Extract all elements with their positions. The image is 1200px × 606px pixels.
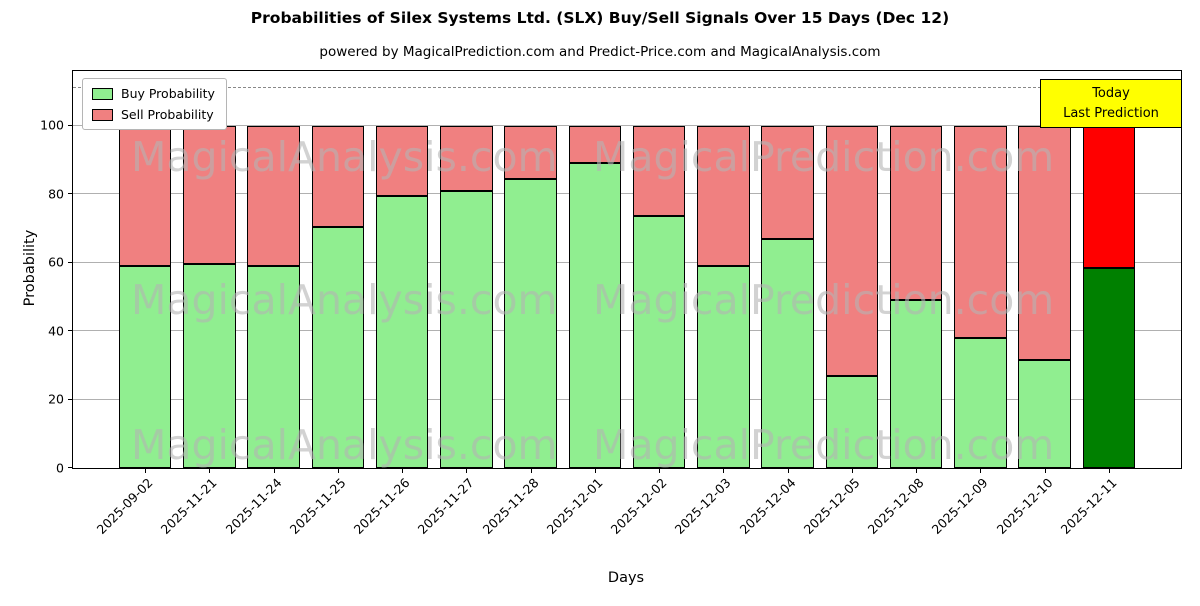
- y-tick-label: 0: [56, 459, 64, 475]
- y-tick-mark: [68, 398, 73, 400]
- buy-bar-segment: [311, 226, 365, 468]
- sell-bar-segment: [568, 125, 622, 164]
- y-tick-mark: [68, 193, 73, 195]
- y-tick-label: 60: [48, 254, 64, 270]
- x-tick-mark: [723, 468, 725, 473]
- x-tick-label: 2025-12-01: [543, 475, 606, 537]
- x-tick-label: 2025-09-02: [93, 475, 156, 537]
- x-tick-mark: [594, 468, 596, 473]
- gridline: [73, 398, 1181, 400]
- buy-bar-segment: [568, 163, 622, 468]
- x-tick-mark: [980, 468, 982, 473]
- y-tick-mark: [68, 467, 73, 468]
- gridline: [73, 261, 1181, 263]
- y-tick-mark: [68, 330, 73, 332]
- legend-buy-label: Buy Probability: [121, 86, 215, 101]
- buy-probability-swatch: [92, 87, 113, 100]
- gridline: [73, 124, 1181, 126]
- sell-bar-segment: [311, 125, 365, 227]
- x-tick-label: 2025-12-02: [607, 475, 670, 537]
- y-tick-label: 20: [48, 391, 64, 407]
- buy-bar-segment: [247, 266, 300, 468]
- today-box-line2: Last Prediction: [1063, 105, 1159, 121]
- x-tick-label: 2025-11-24: [222, 475, 285, 537]
- legend-item-buy: Buy Probability: [92, 86, 215, 101]
- legend: Buy Probability Sell Probability: [82, 78, 227, 130]
- chart-subtitle: powered by MagicalPrediction.com and Pre…: [319, 44, 881, 60]
- sell-bar-segment: [1018, 125, 1071, 361]
- x-tick-label: 2025-11-25: [286, 475, 349, 537]
- x-tick-label: 2025-11-28: [479, 475, 542, 537]
- sell-bar-segment: [375, 125, 429, 196]
- x-tick-mark: [916, 468, 918, 473]
- sell-bar-segment: [954, 125, 1007, 338]
- x-tick-mark: [209, 468, 211, 473]
- sell-bar-segment: [183, 125, 236, 265]
- y-tick-label: 40: [48, 322, 64, 338]
- x-tick-label: 2025-12-05: [800, 475, 863, 537]
- buy-bar-segment: [761, 238, 814, 468]
- x-tick-label: 2025-12-09: [928, 475, 991, 537]
- sell-bar-segment: [825, 125, 879, 376]
- sell-bar-segment: [1082, 125, 1136, 268]
- sell-bar-segment: [697, 125, 750, 267]
- sell-bar-segment: [632, 125, 686, 217]
- sell-bar-segment: [247, 125, 300, 267]
- x-tick-mark: [530, 468, 532, 473]
- y-tick-label: 100: [40, 117, 64, 133]
- sell-bar-segment: [440, 125, 493, 191]
- buy-bar-segment: [1082, 267, 1136, 468]
- x-tick-mark: [659, 468, 661, 473]
- buy-bar-segment: [504, 178, 557, 468]
- buy-bar-segment: [1018, 360, 1071, 468]
- y-tick-mark: [68, 124, 73, 126]
- buy-bar-segment: [954, 337, 1007, 468]
- buy-bar-segment: [889, 300, 943, 468]
- legend-sell-label: Sell Probability: [121, 107, 214, 122]
- sell-bar-segment: [889, 125, 943, 301]
- gridline: [73, 193, 1181, 195]
- x-tick-label: 2025-12-04: [736, 475, 799, 537]
- chart-title: Probabilities of Silex Systems Ltd. (SLX…: [250, 9, 950, 27]
- buy-bar-segment: [825, 375, 879, 468]
- buy-bar-segment: [183, 264, 236, 468]
- gridline: [73, 330, 1181, 332]
- x-tick-label: 2025-11-21: [157, 475, 220, 537]
- x-axis-label: Days: [607, 570, 645, 586]
- x-tick-mark: [851, 468, 853, 473]
- buy-bar-segment: [697, 266, 750, 468]
- sell-bar-segment: [118, 125, 172, 267]
- x-tick-label: 2025-11-27: [414, 475, 477, 537]
- buy-bar-segment: [632, 216, 686, 468]
- dashed-top-gridline: [73, 87, 1181, 89]
- x-tick-mark: [273, 468, 275, 473]
- y-tick-label: 80: [48, 185, 64, 201]
- x-tick-mark: [1044, 468, 1046, 473]
- x-tick-label: 2025-12-10: [993, 475, 1056, 537]
- x-tick-mark: [337, 468, 339, 473]
- x-tick-mark: [402, 468, 404, 473]
- today-last-prediction-box: Today Last Prediction: [1040, 79, 1182, 128]
- today-box-line1: Today: [1092, 86, 1130, 101]
- x-tick-mark: [466, 468, 468, 473]
- x-tick-mark: [1108, 468, 1110, 473]
- buy-bar-segment: [375, 195, 429, 468]
- x-tick-label: 2025-12-08: [864, 475, 927, 537]
- y-axis-label: Probability: [22, 229, 38, 307]
- sell-bar-segment: [761, 125, 814, 239]
- legend-item-sell: Sell Probability: [92, 107, 215, 122]
- buy-bar-segment: [118, 266, 172, 468]
- x-tick-label: 2025-12-03: [671, 475, 734, 537]
- buy-bar-segment: [440, 190, 493, 468]
- x-tick-label: 2025-12-11: [1057, 475, 1120, 537]
- x-tick-mark: [145, 468, 147, 473]
- plot-area: Buy Probability Sell Probability Today L…: [40, 70, 1182, 537]
- sell-bar-segment: [504, 125, 557, 179]
- sell-probability-swatch: [92, 108, 113, 121]
- x-tick-label: 2025-11-26: [350, 475, 413, 537]
- y-tick-mark: [68, 261, 73, 263]
- x-tick-mark: [787, 468, 789, 473]
